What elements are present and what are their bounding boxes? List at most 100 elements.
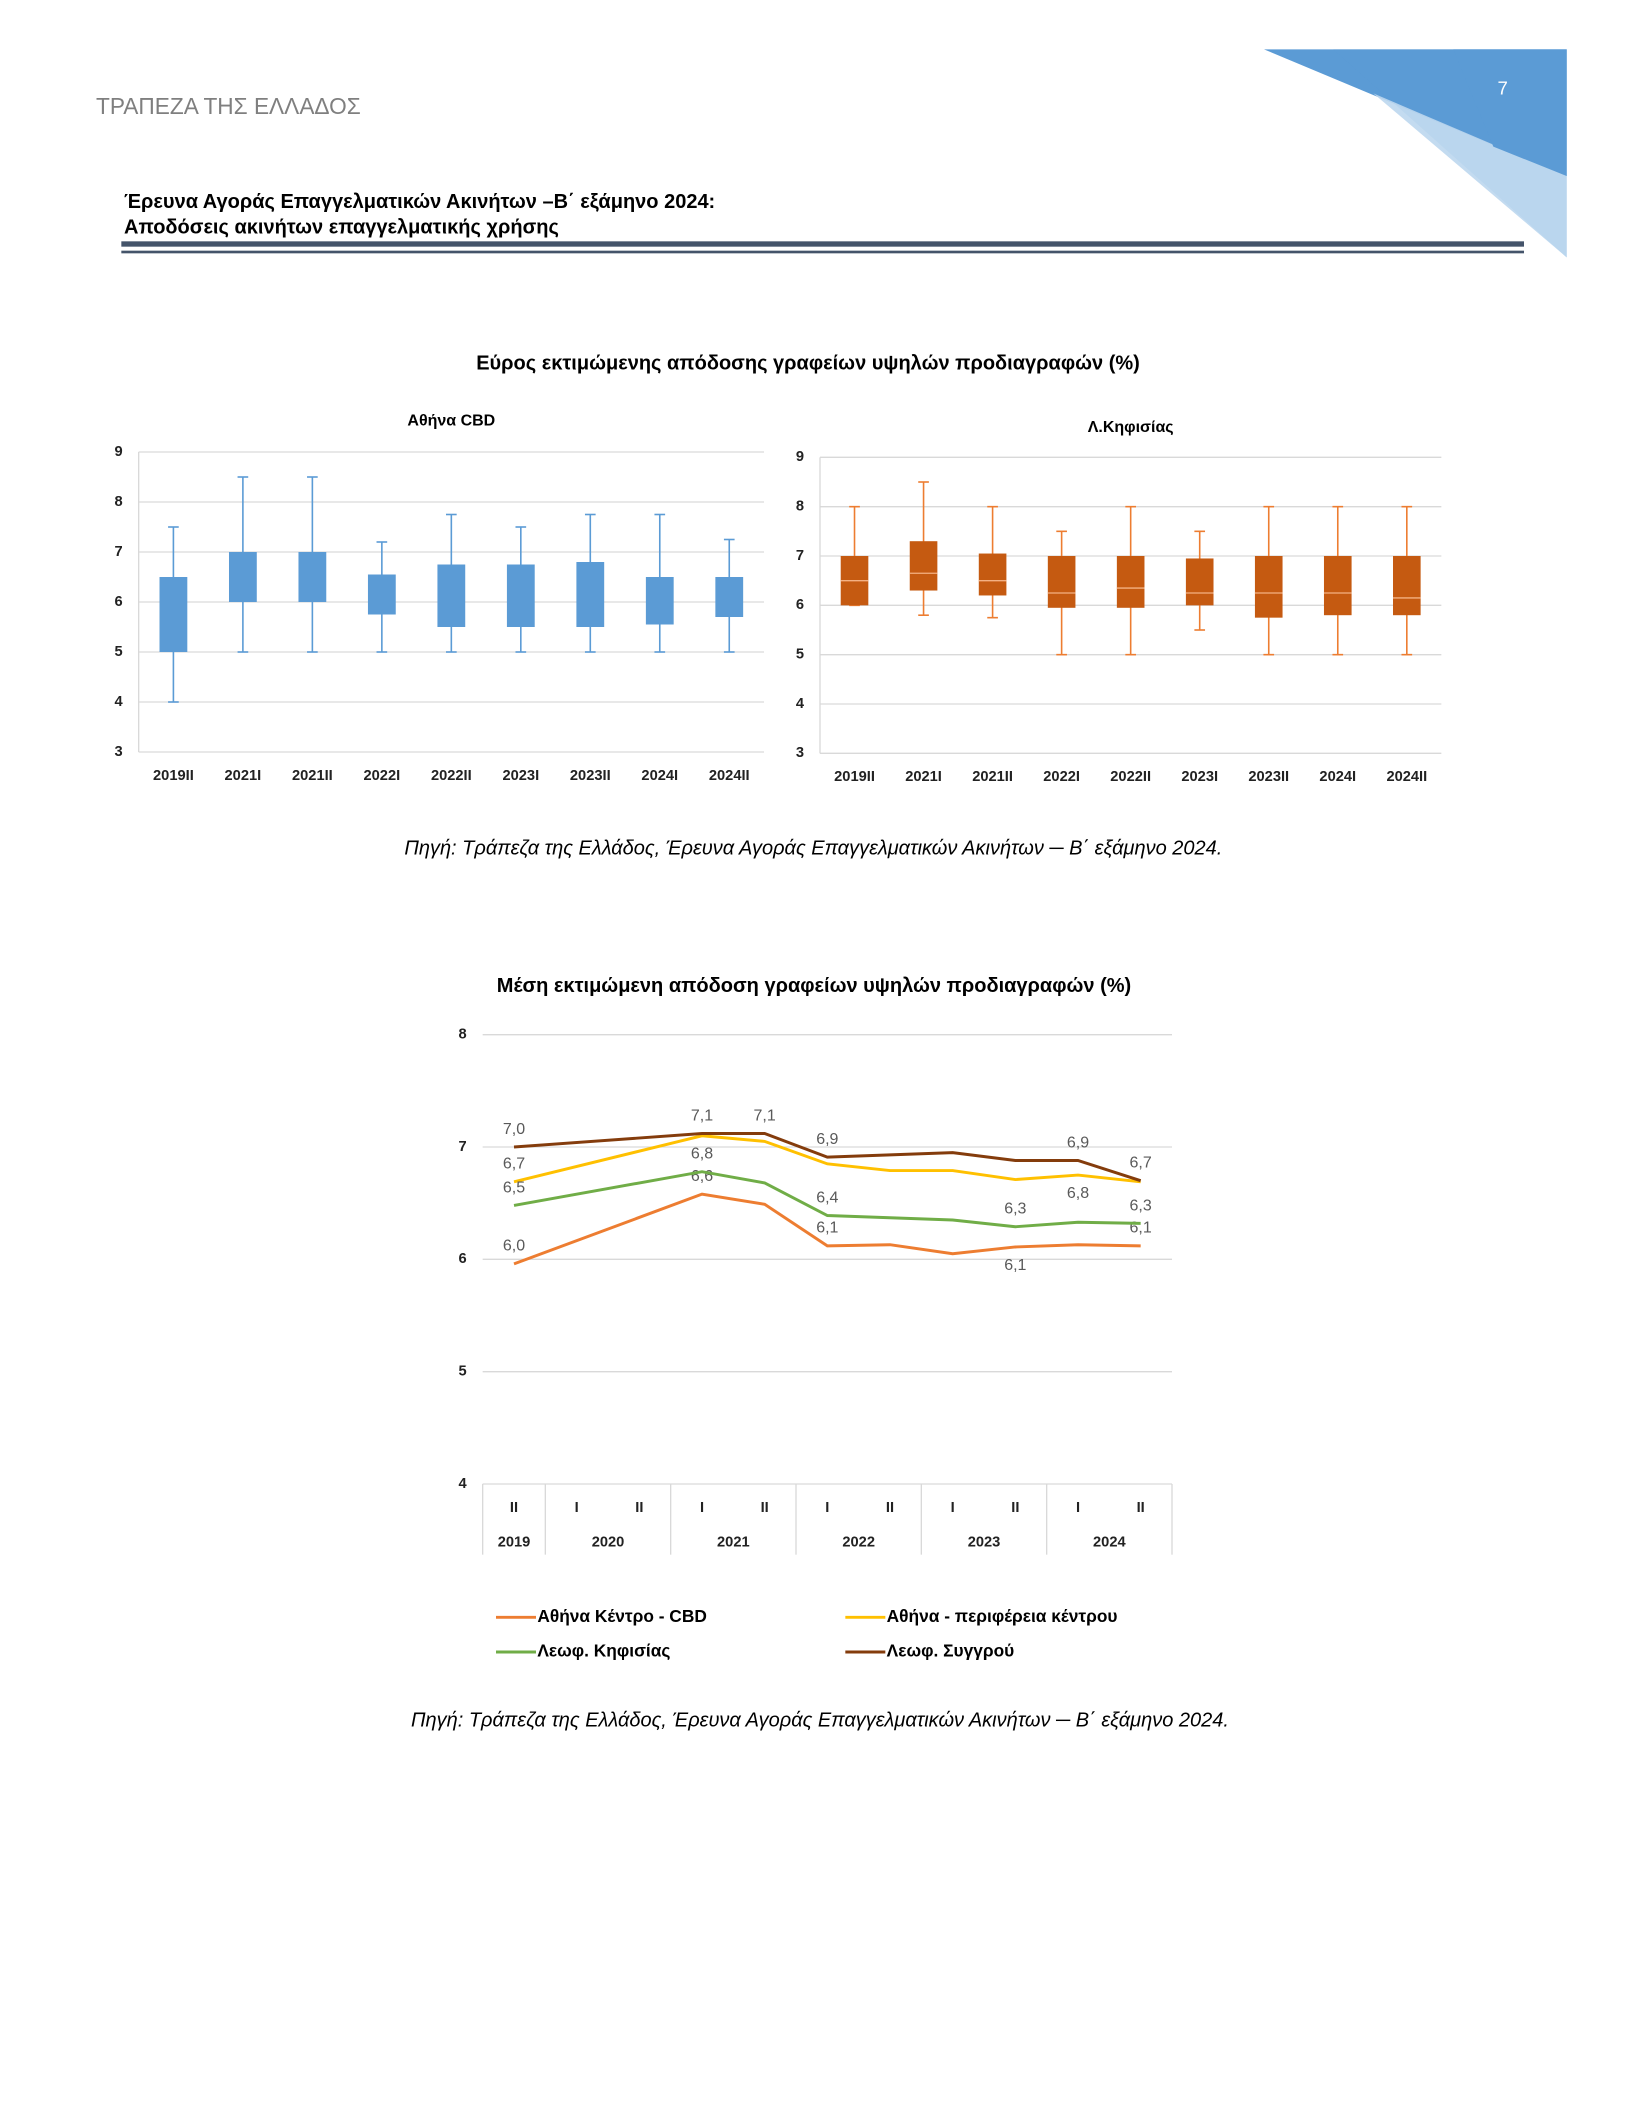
x-tick-label: II [635,1500,643,1516]
box [645,577,674,625]
value-label: 6,7 [1130,1155,1152,1172]
x-tick-label: 2019II [834,769,875,785]
y-tick-label: 4 [115,694,124,710]
value-label: 6,1 [1004,1257,1026,1274]
x-tick-label: 2023I [502,768,539,784]
x-tick-label: I [700,1500,704,1516]
x-tick-label: II [886,1500,894,1516]
x-tick-label: 2021I [905,769,942,785]
box [1254,556,1283,618]
rule [121,241,1524,247]
x-tick-label: I [575,1500,579,1516]
series-line [513,1192,1141,1266]
x-tick-label: 2023II [570,768,611,784]
rule [121,250,1524,254]
x-tick-label: I [825,1500,829,1516]
bank-name: ΤΡΑΠΕΖΑ ΤΗΣ ΕΛΛΑΔΟΣ [96,93,361,119]
y-tick-label: 4 [796,696,805,712]
legend-label: Αθήνα - περιφέρεια κέντρου [887,1606,1118,1626]
box [909,541,938,591]
x-tick-label: 2021II [292,768,333,784]
x-tick-label: 2023II [1248,769,1289,785]
box [1393,556,1421,616]
value-label: 7,0 [503,1121,525,1138]
y-tick-label: 9 [115,444,123,460]
doc-title: Έρευνα Αγοράς Επαγγελματικών Ακινήτων –Β… [124,191,715,213]
chart-title: Μέση εκτιμώμενη απόδοση γραφείων υψηλών … [497,975,1131,997]
x-tick-label: 2024II [709,768,750,784]
value-label: 6,3 [1130,1197,1152,1214]
y-tick-label: 8 [459,1027,467,1043]
x-group-label: 2020 [592,1535,625,1551]
figure-source: Πηγή: Τράπεζα της Ελλάδος, Έρευνα Αγοράς… [404,838,1222,860]
y-tick-label: 8 [115,494,123,510]
x-tick-label: 2024I [641,768,678,784]
x-tick-label: I [1076,1500,1080,1516]
legend-label: Λεωφ. Κηφισίας [537,1641,670,1661]
x-tick-label: 2022II [431,768,472,784]
x-tick-label: 2022I [1043,769,1080,785]
x-tick-label: II [761,1500,769,1516]
value-label: 6,9 [1067,1134,1089,1151]
y-tick-label: 5 [796,647,804,663]
x-tick-label: 2022I [364,768,401,784]
y-tick-label: 9 [796,449,804,465]
box [1323,556,1352,616]
box [1116,556,1145,608]
y-tick-label: 6 [796,597,804,613]
y-tick-label: 8 [796,499,804,515]
x-tick-label: 2023I [1181,769,1218,785]
box [506,564,535,627]
box [576,562,605,627]
y-tick-label: 6 [115,594,123,610]
y-tick-label: 4 [459,1476,468,1492]
legend-label: Λεωφ. Συγγρού [887,1641,1015,1661]
x-group-label: 2019 [498,1535,531,1551]
x-group-label: 2021 [717,1535,750,1551]
corner-decoration [1453,49,1567,177]
y-tick-label: 3 [796,745,804,761]
chart-title: Λ.Κηφισίας [1088,419,1174,436]
value-label: 7,1 [754,1107,776,1124]
value-label: 6,5 [503,1179,525,1196]
box [1047,556,1076,608]
box [228,552,257,602]
box [159,577,188,652]
value-label: 6,9 [816,1131,838,1148]
box [437,564,466,627]
doc-subtitle: Αποδόσεις ακινήτων επαγγελματικής χρήσης [124,216,559,238]
value-label: 6,8 [1067,1185,1089,1202]
y-tick-label: 6 [459,1251,467,1267]
x-group-label: 2024 [1093,1535,1126,1551]
value-label: 6,4 [816,1189,838,1206]
x-tick-label: I [951,1500,955,1516]
value-label: 6,1 [816,1220,838,1237]
series-line [513,1132,1142,1183]
x-tick-label: 2022II [1110,769,1151,785]
x-tick-label: 2021II [972,769,1013,785]
y-tick-label: 5 [115,644,123,660]
series-line [513,1134,1141,1184]
y-tick-label: 7 [796,548,804,564]
y-tick-label: 3 [115,744,123,760]
x-tick-label: II [1011,1500,1019,1516]
figure-title: Εύρος εκτιμώμενης απόδοσης γραφείων υψηλ… [476,352,1140,374]
box [367,574,396,615]
box [715,577,744,617]
x-tick-label: 2019II [153,768,194,784]
x-tick-label: 2021I [225,768,262,784]
value-label: 6,3 [1004,1201,1026,1218]
legend-label: Αθήνα Κέντρο - CBD [537,1606,707,1626]
x-group-label: 2022 [842,1535,875,1551]
x-tick-label: II [510,1500,518,1516]
series-line [513,1170,1141,1229]
x-tick-label: 2024I [1319,769,1356,785]
value-label: 6,8 [691,1146,713,1163]
chart-title: Αθήνα CBD [407,413,495,430]
y-tick-label: 5 [459,1364,467,1380]
y-tick-label: 7 [115,544,123,560]
value-label: 7,1 [691,1107,713,1124]
box [1185,558,1214,606]
value-label: 6,7 [503,1156,525,1173]
